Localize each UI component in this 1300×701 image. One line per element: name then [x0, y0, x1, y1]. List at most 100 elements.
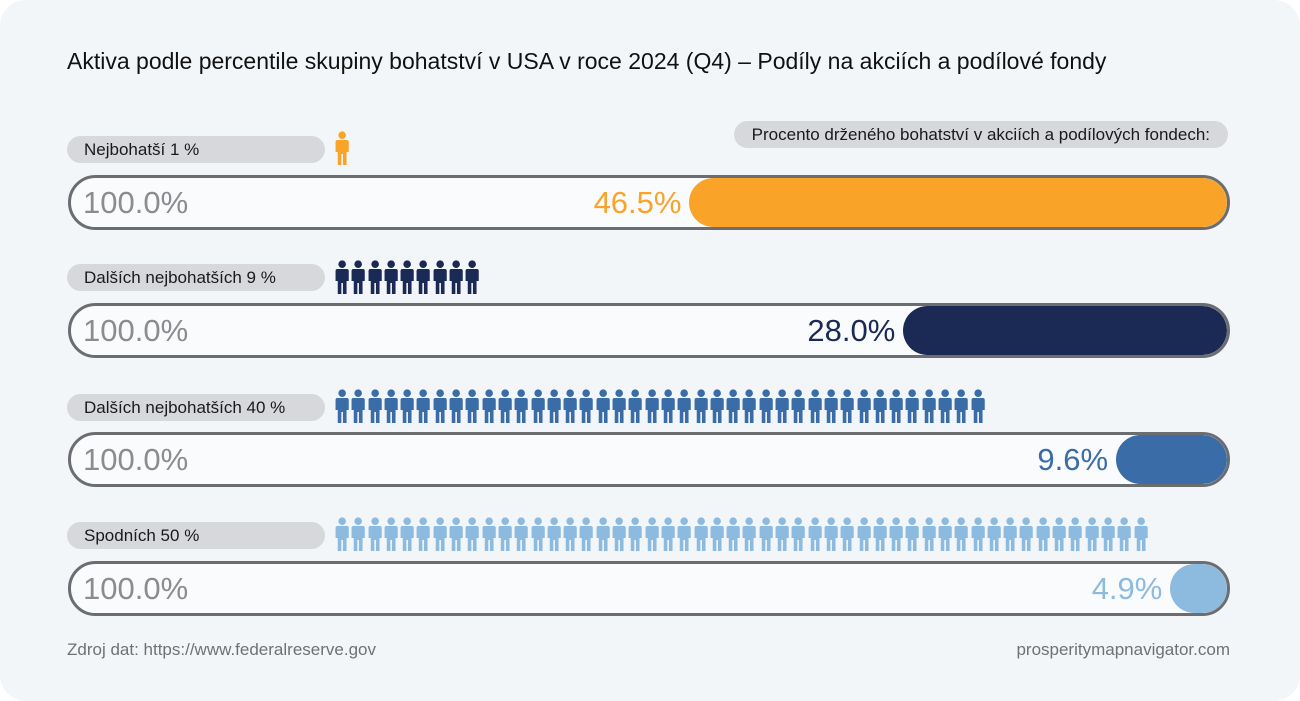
person-icon	[742, 389, 757, 423]
person-icon	[971, 517, 985, 551]
person-icon	[677, 517, 691, 551]
person-icon	[465, 260, 480, 294]
chart-title: Aktiva podle percentile skupiny bohatstv…	[67, 48, 1107, 74]
person-icon	[612, 517, 626, 551]
legend-label: Procento drženého bohatství v akciích a …	[733, 121, 1228, 148]
person-icon	[791, 389, 806, 423]
group-label: Spodních 50 %	[67, 522, 325, 549]
person-icon	[775, 389, 789, 423]
source-note: Zdroj dat: https://www.federalreserve.go…	[67, 640, 376, 659]
person-icon	[661, 389, 675, 423]
person-icon	[905, 389, 920, 423]
bar-fill	[1116, 435, 1227, 484]
person-icon	[628, 517, 643, 551]
person-icon	[710, 389, 724, 423]
person-icon	[824, 389, 838, 423]
group-label: Dalších nejbohatších 9 %	[67, 264, 325, 291]
total-label: 100.0%	[83, 442, 189, 477]
person-icon	[482, 517, 496, 551]
people-row	[334, 517, 1149, 551]
person-icon	[840, 517, 854, 551]
person-icon	[351, 260, 366, 294]
people-row	[334, 131, 350, 165]
person-icon	[384, 260, 398, 294]
value-label: 4.9%	[1091, 571, 1163, 606]
person-icon	[694, 389, 708, 423]
person-icon	[1003, 517, 1017, 551]
person-icon	[857, 517, 871, 551]
person-icon	[433, 389, 447, 423]
person-icon	[645, 389, 659, 423]
person-icon	[954, 517, 969, 551]
person-icon	[547, 517, 561, 551]
person-icon	[400, 389, 414, 423]
person-icon	[759, 389, 773, 423]
person-icon	[465, 517, 480, 551]
person-icon	[1068, 517, 1083, 551]
person-icon	[742, 517, 757, 551]
person-icon	[791, 517, 806, 551]
person-icon	[694, 517, 708, 551]
person-icon	[449, 260, 463, 294]
person-icon	[857, 389, 871, 423]
person-icon	[661, 517, 675, 551]
person-icon	[1101, 517, 1115, 551]
person-icon	[400, 517, 414, 551]
group-label: Nejbohatší 1 %	[67, 136, 325, 163]
person-icon	[433, 260, 447, 294]
person-icon	[335, 260, 349, 294]
person-icon	[368, 389, 382, 423]
person-icon	[1134, 517, 1148, 551]
person-icon	[580, 517, 594, 551]
bar-track: 100.0%	[68, 432, 1230, 487]
person-icon	[1020, 517, 1034, 551]
person-icon	[498, 389, 512, 423]
person-icon	[482, 389, 496, 423]
bar-track: 100.0%	[68, 561, 1230, 616]
person-icon	[775, 517, 789, 551]
site-credit: prosperitymapnavigator.com	[1016, 640, 1230, 659]
people-row	[334, 389, 986, 423]
person-icon	[726, 389, 740, 423]
person-icon	[351, 517, 366, 551]
person-icon	[873, 517, 887, 551]
person-icon	[417, 389, 431, 423]
person-icon	[840, 389, 854, 423]
person-icon	[531, 389, 545, 423]
person-icon	[465, 389, 480, 423]
value-label: 28.0%	[807, 313, 896, 348]
person-icon	[449, 517, 463, 551]
person-icon	[563, 389, 577, 423]
people-row	[334, 260, 481, 294]
person-icon	[824, 517, 838, 551]
person-icon	[368, 517, 382, 551]
person-icon	[612, 389, 626, 423]
person-icon	[628, 389, 643, 423]
bar-fill	[1170, 564, 1227, 613]
bar-fill	[903, 306, 1227, 355]
total-label: 100.0%	[83, 571, 189, 606]
person-icon	[563, 517, 577, 551]
bar-track: 100.0%	[68, 303, 1230, 358]
person-icon	[1085, 517, 1099, 551]
total-label: 100.0%	[83, 185, 189, 220]
person-icon	[808, 517, 822, 551]
person-icon	[971, 389, 985, 423]
person-icon	[547, 389, 561, 423]
person-icon	[351, 389, 366, 423]
value-label: 9.6%	[1037, 442, 1109, 477]
person-icon	[1117, 517, 1131, 551]
person-icon	[417, 260, 431, 294]
person-icon	[498, 517, 512, 551]
person-icon	[580, 389, 594, 423]
person-icon	[449, 389, 463, 423]
person-icon	[889, 389, 903, 423]
person-icon	[335, 131, 349, 165]
person-icon	[889, 517, 903, 551]
value-label: 46.5%	[593, 185, 682, 220]
person-icon	[514, 389, 529, 423]
person-icon	[873, 389, 887, 423]
person-icon	[808, 389, 822, 423]
person-icon	[384, 389, 398, 423]
